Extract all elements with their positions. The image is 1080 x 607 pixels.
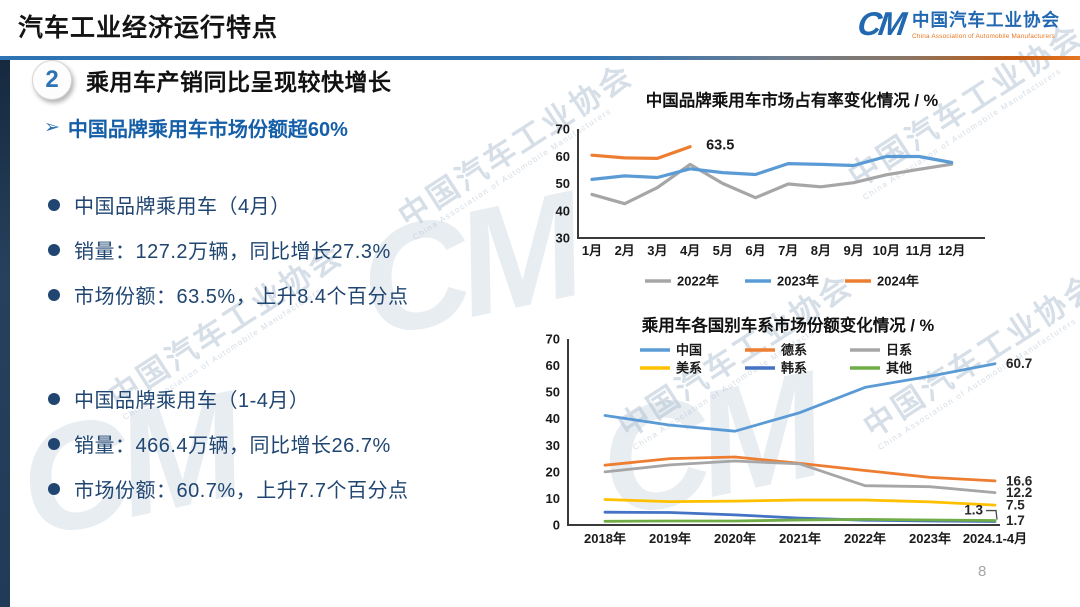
svg-text:8月: 8月 xyxy=(811,243,831,258)
svg-text:40: 40 xyxy=(556,203,570,218)
svg-text:70: 70 xyxy=(546,332,560,347)
svg-text:10: 10 xyxy=(546,491,560,506)
svg-text:0: 0 xyxy=(553,518,560,533)
svg-text:其他: 其他 xyxy=(886,361,912,376)
svg-text:2021年: 2021年 xyxy=(779,531,821,546)
bullet-dot-icon xyxy=(48,482,60,495)
svg-text:1月: 1月 xyxy=(582,243,602,258)
list-item: 销量：466.4万辆，同比增长26.7% xyxy=(48,421,409,466)
bullet-dot-icon xyxy=(48,288,60,301)
svg-text:6月: 6月 xyxy=(745,243,765,258)
svg-text:美系: 美系 xyxy=(676,361,702,376)
svg-text:中国品牌乘用车市场占有率变化情况 / %: 中国品牌乘用车市场占有率变化情况 / % xyxy=(646,90,939,110)
svg-text:50: 50 xyxy=(556,176,570,191)
svg-text:12月: 12月 xyxy=(938,243,965,258)
bullet-text: 市场份额：60.7%，上升7.7个百分点 xyxy=(74,480,409,502)
list-item: 市场份额：63.5%，上升8.4个百分点 xyxy=(48,272,409,317)
svg-text:10月: 10月 xyxy=(873,243,900,258)
caam-logo-mark-icon: CM xyxy=(855,5,906,42)
chart-market-share-by-country: 乘用车各国别车系市场份额变化情况 / % 0 10 20 30 40 50 60 70 2018年… xyxy=(546,315,1033,546)
svg-text:3月: 3月 xyxy=(647,243,667,258)
svg-text:2023年: 2023年 xyxy=(777,274,819,289)
left-accent-bar xyxy=(0,60,10,607)
svg-text:2020年: 2020年 xyxy=(714,531,756,546)
caam-logo-name-en: China Association of Automobile Manufact… xyxy=(912,33,1055,40)
svg-text:中国: 中国 xyxy=(676,343,702,358)
svg-text:4月: 4月 xyxy=(680,243,700,258)
svg-text:2024.1-4月: 2024.1-4月 xyxy=(963,531,1027,546)
caam-logo: CM 中国汽车工业协会 China Association of Automob… xyxy=(855,5,1060,42)
section-header: 2 乘用车产销同比呈现较快增长 xyxy=(32,60,392,100)
section-number-badge: 2 xyxy=(32,60,72,100)
svg-text:2022年: 2022年 xyxy=(677,274,719,289)
bullet-text: 销量：466.4万辆，同比增长26.7% xyxy=(74,435,391,457)
svg-text:50: 50 xyxy=(546,385,560,400)
svg-text:5月: 5月 xyxy=(713,243,733,258)
bullet-dot-icon xyxy=(48,437,60,450)
svg-text:16.6: 16.6 xyxy=(1006,473,1033,488)
svg-text:2023年: 2023年 xyxy=(909,531,951,546)
header-separator xyxy=(0,56,1080,60)
svg-text:2月: 2月 xyxy=(615,243,635,258)
svg-text:7月: 7月 xyxy=(778,243,798,258)
svg-text:2022年: 2022年 xyxy=(844,531,886,546)
svg-text:1.3: 1.3 xyxy=(964,503,983,518)
svg-text:60: 60 xyxy=(546,358,560,373)
bullet-dot-icon xyxy=(48,392,60,405)
arrow-bullet-icon: ➢ xyxy=(44,117,60,138)
svg-text:2018年: 2018年 xyxy=(584,531,626,546)
caam-logo-text: 中国汽车工业协会 China Association of Automobile… xyxy=(912,7,1060,40)
section-subheading-text: 中国品牌乘用车市场份额超60% xyxy=(67,119,348,141)
svg-text:63.5: 63.5 xyxy=(706,138,734,154)
bullet-dot-icon xyxy=(48,243,60,256)
chart-market-share-by-month: 中国品牌乘用车市场占有率变化情况 / % 30 40 50 60 70 1月 2月 3月 4月 5月… xyxy=(556,90,985,289)
svg-text:60.7: 60.7 xyxy=(1006,356,1032,371)
list-item: 中国品牌乘用车（4月） xyxy=(48,182,409,227)
svg-text:乘用车各国别车系市场份额变化情况 / %: 乘用车各国别车系市场份额变化情况 / % xyxy=(641,315,935,335)
bullet-text: 中国品牌乘用车（4月） xyxy=(74,196,291,218)
svg-text:30: 30 xyxy=(556,231,570,246)
page-title: 汽车工业经济运行特点 xyxy=(18,14,279,42)
svg-text:30: 30 xyxy=(546,438,560,453)
svg-text:60: 60 xyxy=(556,149,570,164)
section-heading: 乘用车产销同比呈现较快增长 xyxy=(86,69,392,95)
svg-text:11月: 11月 xyxy=(906,243,933,258)
caam-logo-name-cn: 中国汽车工业协会 xyxy=(912,10,1060,30)
bullet-dot-icon xyxy=(48,198,60,211)
page-number: 8 xyxy=(978,563,987,580)
svg-text:70: 70 xyxy=(556,122,570,137)
svg-text:日系: 日系 xyxy=(886,343,912,358)
bullet-group-april: 中国品牌乘用车（4月） 销量：127.2万辆，同比增长27.3% 市场份额：63… xyxy=(48,182,409,317)
svg-text:20: 20 xyxy=(546,464,560,479)
bullet-text: 市场份额：63.5%，上升8.4个百分点 xyxy=(74,286,409,308)
svg-text:40: 40 xyxy=(546,411,560,426)
bullet-text: 销量：127.2万辆，同比增长27.3% xyxy=(74,241,391,263)
svg-text:12.2: 12.2 xyxy=(1006,485,1032,500)
svg-text:韩系: 韩系 xyxy=(781,361,807,376)
svg-text:德系: 德系 xyxy=(781,343,807,358)
section-subheading: ➢ 中国品牌乘用车市场份额超60% xyxy=(44,113,348,142)
list-item: 市场份额：60.7%，上升7.7个百分点 xyxy=(48,466,409,511)
bullet-group-jan-april: 中国品牌乘用车（1-4月） 销量：466.4万辆，同比增长26.7% 市场份额：… xyxy=(48,376,409,511)
svg-text:7.5: 7.5 xyxy=(1006,498,1025,513)
bullet-text: 中国品牌乘用车（1-4月） xyxy=(74,390,310,412)
svg-text:2024年: 2024年 xyxy=(877,274,919,289)
svg-text:1.7: 1.7 xyxy=(1006,513,1025,528)
svg-text:9月: 9月 xyxy=(843,243,863,258)
list-item: 销量：127.2万辆，同比增长27.3% xyxy=(48,227,409,272)
svg-text:2019年: 2019年 xyxy=(649,531,691,546)
list-item: 中国品牌乘用车（1-4月） xyxy=(48,376,409,421)
